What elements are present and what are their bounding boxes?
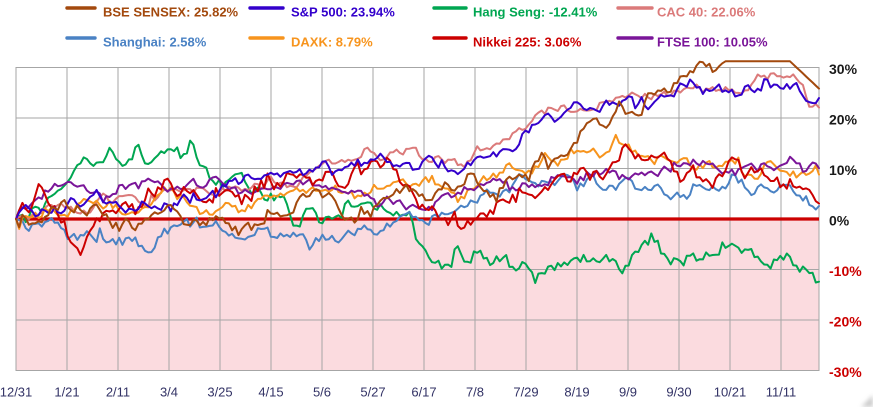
svg-text:FTSE 100: 10.05%: FTSE 100: 10.05% <box>657 35 768 50</box>
svg-text:4/15: 4/15 <box>258 385 283 400</box>
svg-text:DAXK: 8.79%: DAXK: 8.79% <box>291 35 373 50</box>
svg-text:Nikkei 225: 3.06%: Nikkei 225: 3.06% <box>473 35 582 50</box>
svg-text:12/31: 12/31 <box>0 385 32 400</box>
svg-text:BSE SENSEX: 25.82%: BSE SENSEX: 25.82% <box>103 5 239 20</box>
svg-text:8/19: 8/19 <box>564 385 589 400</box>
svg-text:30%: 30% <box>829 61 858 77</box>
svg-text:3/25: 3/25 <box>207 385 232 400</box>
svg-text:9/30: 9/30 <box>666 385 691 400</box>
svg-text:1/21: 1/21 <box>54 385 79 400</box>
svg-text:Hang Seng: -12.41%: Hang Seng: -12.41% <box>473 5 598 20</box>
svg-text:7/29: 7/29 <box>513 385 538 400</box>
svg-text:6/17: 6/17 <box>411 385 436 400</box>
svg-text:-30%: -30% <box>829 364 862 380</box>
svg-text:20%: 20% <box>829 112 858 128</box>
svg-text:-20%: -20% <box>829 314 862 330</box>
svg-text:S&P 500: 23.94%: S&P 500: 23.94% <box>291 5 395 20</box>
svg-text:11/11: 11/11 <box>766 385 797 400</box>
svg-text:0%: 0% <box>829 213 850 229</box>
svg-text:7/8: 7/8 <box>466 385 484 400</box>
svg-text:CAC 40: 22.06%: CAC 40: 22.06% <box>657 5 756 20</box>
svg-text:2/11: 2/11 <box>106 385 130 400</box>
svg-text:-10%: -10% <box>829 263 862 279</box>
svg-text:9/9: 9/9 <box>619 385 637 400</box>
svg-text:5/27: 5/27 <box>360 385 385 400</box>
svg-text:3/4: 3/4 <box>160 385 178 400</box>
svg-text:5/6: 5/6 <box>313 385 331 400</box>
svg-text:10%: 10% <box>829 162 858 178</box>
svg-text:Shanghai: 2.58%: Shanghai: 2.58% <box>103 35 207 50</box>
svg-text:10/21: 10/21 <box>714 385 747 400</box>
